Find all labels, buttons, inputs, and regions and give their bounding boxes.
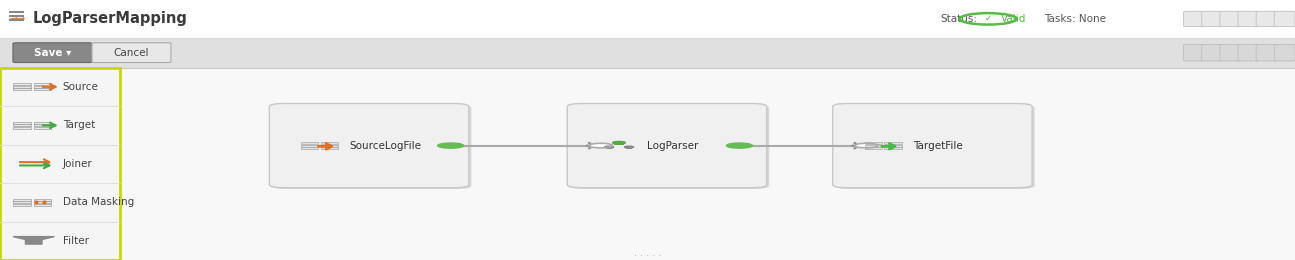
FancyBboxPatch shape <box>302 147 319 149</box>
FancyBboxPatch shape <box>606 147 613 149</box>
FancyBboxPatch shape <box>1256 11 1277 27</box>
Text: LogParserMapping: LogParserMapping <box>32 11 188 26</box>
Circle shape <box>613 141 625 144</box>
FancyBboxPatch shape <box>835 105 1035 189</box>
FancyBboxPatch shape <box>34 204 52 206</box>
FancyBboxPatch shape <box>13 86 31 88</box>
FancyBboxPatch shape <box>625 147 632 149</box>
Text: →→: →→ <box>9 14 26 24</box>
Circle shape <box>726 143 752 148</box>
Circle shape <box>605 146 614 148</box>
FancyBboxPatch shape <box>884 145 901 147</box>
Text: Data Masking: Data Masking <box>62 197 133 207</box>
Text: TargetFile: TargetFile <box>913 141 962 151</box>
FancyBboxPatch shape <box>884 147 901 149</box>
Text: Source: Source <box>62 82 98 92</box>
FancyBboxPatch shape <box>34 83 52 85</box>
FancyBboxPatch shape <box>13 204 31 206</box>
FancyBboxPatch shape <box>34 127 52 129</box>
Polygon shape <box>13 237 54 244</box>
FancyBboxPatch shape <box>34 199 52 201</box>
FancyBboxPatch shape <box>833 103 1032 188</box>
Text: . . . . .: . . . . . <box>633 249 662 258</box>
FancyBboxPatch shape <box>272 105 471 189</box>
FancyBboxPatch shape <box>1238 44 1259 61</box>
FancyBboxPatch shape <box>1184 11 1204 27</box>
FancyBboxPatch shape <box>1256 44 1277 61</box>
FancyBboxPatch shape <box>34 88 52 90</box>
Text: ✓: ✓ <box>984 14 992 23</box>
FancyBboxPatch shape <box>321 145 338 147</box>
FancyBboxPatch shape <box>1220 11 1241 27</box>
Text: LogParser: LogParser <box>648 141 699 151</box>
FancyBboxPatch shape <box>13 124 31 126</box>
Circle shape <box>624 146 633 148</box>
FancyBboxPatch shape <box>13 43 92 62</box>
Text: Filter: Filter <box>62 236 88 246</box>
FancyBboxPatch shape <box>13 83 31 85</box>
Circle shape <box>438 143 464 148</box>
FancyBboxPatch shape <box>1184 44 1204 61</box>
Circle shape <box>589 143 613 148</box>
FancyBboxPatch shape <box>321 142 338 144</box>
FancyBboxPatch shape <box>570 105 769 189</box>
FancyBboxPatch shape <box>13 122 31 124</box>
Text: Tasks: None: Tasks: None <box>1044 14 1106 24</box>
FancyBboxPatch shape <box>92 43 171 62</box>
FancyBboxPatch shape <box>13 201 31 203</box>
FancyBboxPatch shape <box>34 122 52 124</box>
FancyBboxPatch shape <box>13 127 31 129</box>
FancyBboxPatch shape <box>321 147 338 149</box>
Text: SourceLogFile: SourceLogFile <box>350 141 422 151</box>
Text: Valid: Valid <box>1001 14 1027 24</box>
FancyBboxPatch shape <box>0 38 1295 68</box>
FancyBboxPatch shape <box>1238 11 1259 27</box>
Text: Cancel: Cancel <box>114 48 149 58</box>
Text: Target: Target <box>62 120 95 130</box>
FancyBboxPatch shape <box>34 201 52 203</box>
Text: Joiner: Joiner <box>62 159 92 169</box>
FancyBboxPatch shape <box>13 88 31 90</box>
Text: Save ▾: Save ▾ <box>34 48 71 58</box>
FancyBboxPatch shape <box>269 103 469 188</box>
FancyBboxPatch shape <box>1202 44 1222 61</box>
FancyBboxPatch shape <box>34 124 52 126</box>
FancyBboxPatch shape <box>567 103 767 188</box>
FancyBboxPatch shape <box>1274 44 1295 61</box>
FancyBboxPatch shape <box>302 142 319 144</box>
FancyBboxPatch shape <box>1202 11 1222 27</box>
FancyBboxPatch shape <box>34 86 52 88</box>
FancyBboxPatch shape <box>13 199 31 201</box>
FancyBboxPatch shape <box>302 145 319 147</box>
FancyBboxPatch shape <box>1220 44 1241 61</box>
FancyBboxPatch shape <box>865 145 882 147</box>
FancyBboxPatch shape <box>865 147 882 149</box>
FancyBboxPatch shape <box>615 143 624 145</box>
FancyBboxPatch shape <box>0 68 120 260</box>
FancyBboxPatch shape <box>120 68 1295 260</box>
Circle shape <box>855 143 878 148</box>
FancyBboxPatch shape <box>884 142 901 144</box>
FancyBboxPatch shape <box>0 0 1295 38</box>
Text: Status:: Status: <box>940 14 978 24</box>
FancyBboxPatch shape <box>865 142 882 144</box>
FancyBboxPatch shape <box>1274 11 1295 27</box>
